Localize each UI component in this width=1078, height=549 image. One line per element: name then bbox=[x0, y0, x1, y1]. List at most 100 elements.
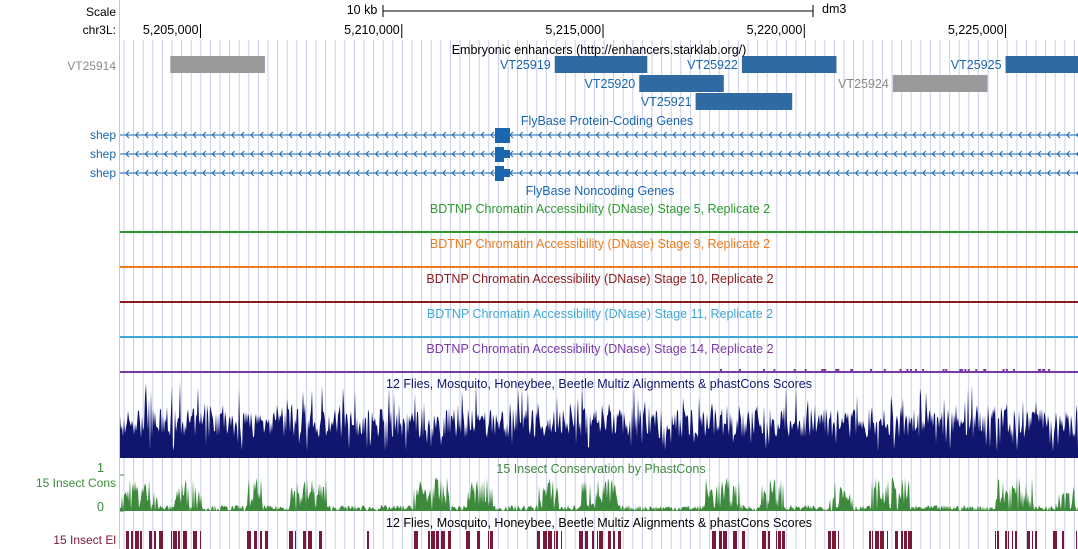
enhancer-label[interactable]: VT25924 bbox=[838, 77, 889, 91]
tracks-canvas[interactable] bbox=[120, 0, 1078, 549]
multiz-track-title[interactable]: 12 Flies, Mosquito, Honeybee, Beetle Mul… bbox=[386, 377, 812, 391]
dnase-signal bbox=[1002, 369, 1005, 371]
conserved-element bbox=[428, 531, 430, 549]
conserved-element bbox=[592, 531, 594, 549]
conserved-element bbox=[149, 531, 152, 549]
conserved-element bbox=[1032, 531, 1033, 549]
dnase-signal bbox=[975, 369, 978, 371]
conserved-element bbox=[838, 531, 839, 549]
enhancer-label[interactable]: VT25925 bbox=[950, 58, 1002, 72]
cons-track-title[interactable]: 15 Insect Conservation by PhastCons bbox=[496, 462, 706, 476]
elements-track-title[interactable]: 12 Flies, Mosquito, Honeybee, Beetle Mul… bbox=[386, 516, 812, 530]
cons-axis-max-label: 1 bbox=[97, 461, 104, 475]
dnase-signal bbox=[821, 369, 824, 371]
strand-arrows bbox=[125, 169, 1078, 177]
enhancer-label[interactable]: VT25919 bbox=[499, 58, 551, 72]
conserved-element bbox=[768, 531, 770, 549]
conserved-element bbox=[613, 531, 615, 549]
conserved-element bbox=[579, 531, 583, 549]
conserved-element bbox=[554, 531, 555, 549]
gene-label-shep-2[interactable]: shep bbox=[89, 147, 116, 161]
enhancer-block bbox=[639, 75, 724, 92]
elements-track-label[interactable]: 15 Insect El bbox=[53, 533, 116, 547]
conserved-element bbox=[466, 531, 470, 549]
dnase-stage9-title[interactable]: BDTNP Chromatin Accessibility (DNase) St… bbox=[429, 237, 771, 251]
ruler-background bbox=[120, 0, 1078, 40]
conserved-element bbox=[997, 531, 999, 549]
conserved-element bbox=[1027, 531, 1030, 549]
dnase-signal bbox=[738, 369, 741, 371]
dnase-signal bbox=[909, 369, 912, 371]
conserved-element bbox=[303, 531, 306, 549]
ruler-position-label: 5,225,000 bbox=[947, 23, 1004, 37]
dnase-stage14-title[interactable]: BDTNP Chromatin Accessibility (DNase) St… bbox=[426, 342, 774, 356]
dnase-signal bbox=[1043, 369, 1046, 371]
dnase-signal bbox=[837, 369, 840, 371]
conserved-element bbox=[712, 531, 716, 549]
gene-model-shep bbox=[120, 128, 1078, 143]
dnase-signal bbox=[984, 369, 987, 371]
conserved-element bbox=[126, 531, 129, 549]
conserved-element bbox=[436, 531, 439, 549]
dnase-stage10-title[interactable]: BDTNP Chromatin Accessibility (DNase) St… bbox=[426, 272, 774, 286]
conserved-element bbox=[1062, 531, 1064, 549]
conserved-element bbox=[901, 531, 903, 549]
gene-label-shep-3[interactable]: shep bbox=[89, 166, 116, 180]
dnase-signal bbox=[720, 369, 723, 371]
dnase-baseline bbox=[120, 231, 1078, 233]
conserved-element bbox=[776, 531, 777, 549]
conserved-element bbox=[295, 531, 296, 549]
conserved-element bbox=[193, 531, 197, 549]
label-panel-border bbox=[119, 0, 120, 549]
conserved-element bbox=[543, 531, 547, 549]
protein-coding-track-title[interactable]: FlyBase Protein-Coding Genes bbox=[520, 114, 694, 128]
dnase-signal bbox=[762, 369, 765, 371]
dnase-signal bbox=[967, 369, 970, 371]
ruler-position-label: 5,210,000 bbox=[344, 23, 400, 37]
enhancer-side-label[interactable]: VT25914 bbox=[67, 59, 116, 73]
chrom-label: chr3L: bbox=[82, 23, 116, 37]
conserved-element bbox=[561, 531, 562, 549]
conserved-element bbox=[1053, 531, 1057, 549]
dnase-stage5-title[interactable]: BDTNP Chromatin Accessibility (DNase) St… bbox=[429, 202, 771, 216]
assembly-label: dm3 bbox=[822, 2, 847, 16]
enhancer-label[interactable]: VT25921 bbox=[640, 95, 692, 109]
conserved-element bbox=[597, 531, 598, 549]
ruler-position-label: 5,205,000 bbox=[142, 23, 199, 37]
conserved-element bbox=[908, 531, 912, 549]
conserved-element bbox=[308, 531, 312, 549]
conserved-element bbox=[608, 531, 611, 549]
dnase-stage11-title[interactable]: BDTNP Chromatin Accessibility (DNase) St… bbox=[426, 307, 774, 321]
enhancer-track-title[interactable]: Embryonic enhancers (http://enhancers.st… bbox=[451, 43, 747, 57]
dnase-signal bbox=[945, 369, 948, 371]
enhancer-label[interactable]: VT25922 bbox=[687, 58, 738, 72]
conserved-element bbox=[441, 531, 445, 549]
conserved-element bbox=[1012, 531, 1013, 549]
conserved-element bbox=[719, 531, 722, 549]
enhancer-block bbox=[554, 56, 648, 73]
conserved-element bbox=[723, 531, 727, 549]
conserved-element bbox=[1015, 531, 1017, 549]
conserved-element bbox=[585, 531, 588, 549]
conserved-element bbox=[477, 531, 480, 549]
dnase-signal bbox=[1039, 369, 1042, 371]
dnase-signal bbox=[793, 369, 796, 371]
gene-exon bbox=[495, 166, 504, 181]
conserved-element bbox=[995, 531, 996, 549]
gene-exon bbox=[495, 147, 504, 162]
scale-bar bbox=[382, 5, 814, 17]
conserved-element bbox=[537, 531, 540, 549]
cons-track-label[interactable]: 15 Insect Cons bbox=[35, 476, 116, 490]
gene-exon-utr bbox=[504, 169, 510, 177]
gene-label-shep-1[interactable]: shep bbox=[89, 128, 116, 142]
gene-exon-utr bbox=[504, 150, 510, 158]
enhancer-label[interactable]: VT25920 bbox=[584, 77, 636, 91]
conserved-element bbox=[556, 531, 558, 549]
conserved-element bbox=[548, 531, 552, 549]
gene-model-shep bbox=[120, 166, 1078, 181]
track-area[interactable]: 10 kb dm3 5,205,000 5,210,000 5,215,000 5,2… bbox=[120, 0, 1078, 549]
noncoding-track-title[interactable]: FlyBase Noncoding Genes bbox=[525, 184, 675, 198]
dnase-signal bbox=[915, 369, 918, 371]
enhancer-block bbox=[170, 56, 265, 73]
